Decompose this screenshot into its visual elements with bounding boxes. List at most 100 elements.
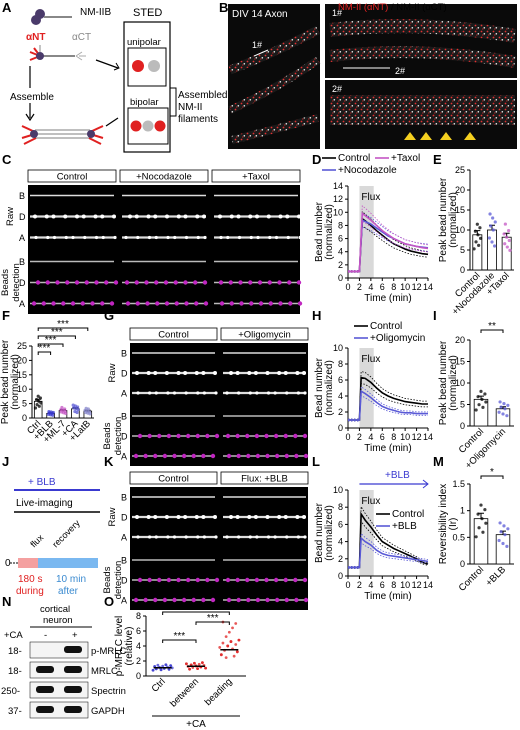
y-axis-label: Bead number(normalized) xyxy=(314,502,335,563)
nm2b-label: NM-IIB xyxy=(80,7,111,18)
legend-control: Control xyxy=(392,509,424,520)
bead xyxy=(154,535,158,539)
bead-detected xyxy=(137,433,143,439)
assembled-line1: Assembled xyxy=(178,90,227,101)
row-label: D xyxy=(121,432,128,442)
data-point xyxy=(489,224,493,228)
assemble-label: Assemble xyxy=(10,92,54,103)
legend-oligomycin: +Oligomycin xyxy=(370,333,425,344)
data-point xyxy=(507,238,511,243)
flux-bar xyxy=(18,558,38,568)
bead xyxy=(164,371,169,375)
bead xyxy=(166,535,170,539)
x-tick-label: 2 xyxy=(357,432,362,442)
bead-detected xyxy=(201,597,206,603)
x-tick-label: 14 xyxy=(423,432,433,442)
x-tick-label: beading xyxy=(203,676,235,708)
bead-detected xyxy=(74,280,80,285)
bead xyxy=(219,235,223,240)
significance-bracket xyxy=(37,335,76,339)
data-point xyxy=(237,638,241,642)
bead-detected xyxy=(61,301,66,306)
inset2-label: 2# xyxy=(332,84,342,94)
bead xyxy=(266,391,271,395)
bead-detected xyxy=(203,301,209,306)
bead xyxy=(176,371,181,375)
bead xyxy=(285,535,289,539)
bead-detected xyxy=(302,433,308,439)
bead-detected xyxy=(35,280,41,285)
j-t1: 180 s xyxy=(18,574,42,585)
bead-detected xyxy=(157,577,162,583)
band-mrlc: MRLC xyxy=(91,666,118,677)
panel-letter-b: B xyxy=(219,0,228,15)
bipolar-box xyxy=(127,107,169,145)
bead xyxy=(166,391,170,395)
y-tick-label: 4 xyxy=(338,537,343,547)
image-background xyxy=(130,343,308,466)
data-point xyxy=(189,663,193,667)
x-axis-label: Time (min) xyxy=(364,443,411,454)
bead xyxy=(255,535,259,539)
y-tick-label: 4 xyxy=(338,247,343,257)
y-tick-label: 0 xyxy=(338,423,343,433)
bar-0 xyxy=(472,234,483,271)
bead xyxy=(297,214,301,219)
mw-1: 18- xyxy=(8,646,22,657)
bead xyxy=(46,235,50,240)
bead xyxy=(172,391,177,395)
data-point xyxy=(505,414,509,418)
data-point xyxy=(227,630,231,634)
significance-marker: *** xyxy=(173,631,185,642)
y-tick-label: 25 xyxy=(17,341,27,351)
bead-detected xyxy=(185,577,191,583)
row-label: D xyxy=(19,212,26,222)
x-tick-label: 8 xyxy=(391,432,396,442)
y-tick-label: 12 xyxy=(333,194,343,204)
bead-detected xyxy=(65,280,70,285)
y-tick-label: 0 xyxy=(136,671,141,681)
bead-detected xyxy=(195,577,200,583)
column-header-box xyxy=(119,169,209,183)
data-point xyxy=(502,524,506,528)
div14-label: DIV 14 Axon xyxy=(232,9,288,20)
bead-detected xyxy=(219,301,225,306)
bead-detected xyxy=(283,577,288,583)
column-header: +Taxol xyxy=(242,172,270,183)
column-header-box xyxy=(220,471,309,485)
data-point xyxy=(484,400,488,404)
bead xyxy=(154,235,158,240)
bead-detected xyxy=(296,280,302,285)
bead-detected xyxy=(236,597,241,603)
y-tick-label: 6 xyxy=(136,626,141,636)
y-tick-label: 20 xyxy=(455,335,465,345)
n-minus: - xyxy=(44,630,47,641)
b-title: NM-II (αNT) / NM-II (αCT) xyxy=(338,2,447,13)
data-point xyxy=(193,661,196,665)
bead xyxy=(93,214,98,219)
bead xyxy=(226,235,230,240)
bead-detected xyxy=(109,301,115,306)
image-background xyxy=(28,185,300,314)
bead xyxy=(303,391,307,395)
column-header: +Nocodazole xyxy=(136,172,192,183)
raw-label: Raw xyxy=(107,363,118,382)
column-header: Control xyxy=(158,474,189,485)
row-label: D xyxy=(121,576,128,586)
data-point xyxy=(221,641,225,645)
myosin-head-icon xyxy=(31,15,41,25)
bead xyxy=(196,235,200,240)
y-tick-label: 2 xyxy=(136,656,141,666)
bead xyxy=(213,371,217,375)
y-tick-label: 10 xyxy=(17,384,27,394)
significance-marker: *** xyxy=(190,603,202,614)
y-axis-label-line: Reversibility index xyxy=(438,484,449,565)
data-point xyxy=(502,402,506,406)
bead xyxy=(229,214,234,219)
beads-detection-word: Beads xyxy=(102,422,113,449)
data-point xyxy=(506,527,510,531)
data-point xyxy=(204,666,208,670)
